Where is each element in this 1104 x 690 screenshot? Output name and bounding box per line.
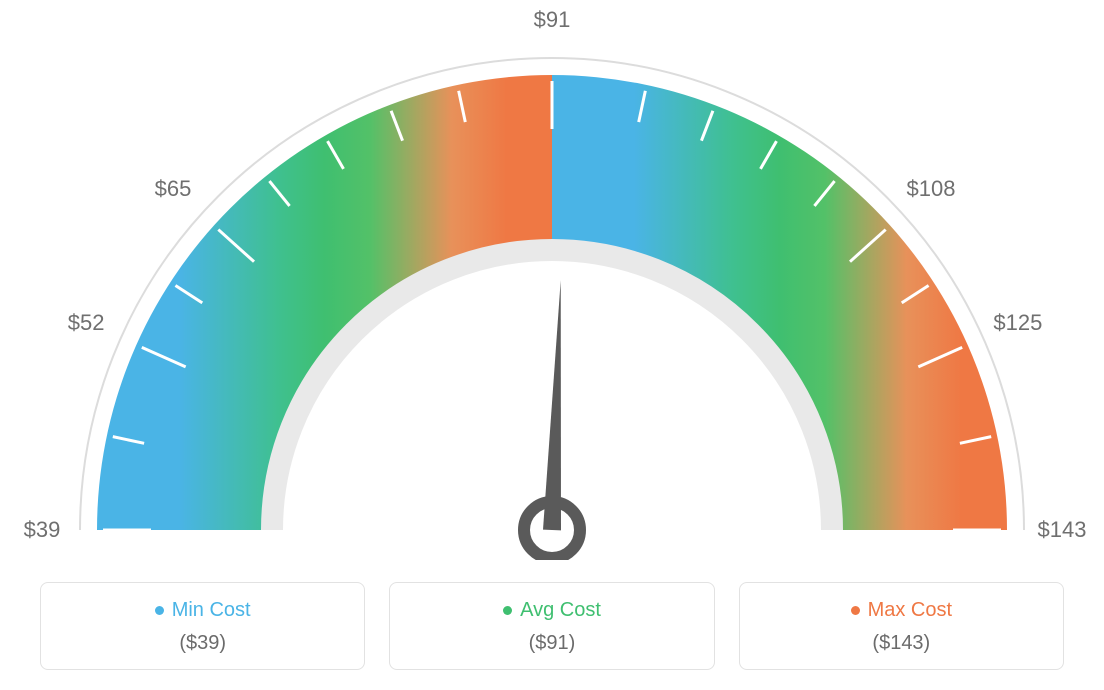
gauge-tick-label: $65 xyxy=(155,176,192,202)
legend-min-label: Min Cost xyxy=(172,599,251,622)
gauge-chart: $39 $52 $65 $91 $108 $125 $143 xyxy=(0,0,1104,560)
gauge-tick-label: $91 xyxy=(534,7,571,33)
gauge-tick-label: $125 xyxy=(993,310,1042,336)
legend-max-value: ($143) xyxy=(740,632,1063,655)
cost-gauge-container: $39 $52 $65 $91 $108 $125 $143 Min Cost ($39) … xyxy=(0,0,1104,690)
legend-card-min: Min Cost ($39) xyxy=(40,582,365,670)
legend-min-value: ($39) xyxy=(41,632,364,655)
dot-icon xyxy=(503,606,512,615)
gauge-svg xyxy=(0,0,1104,560)
legend-avg-label: Avg Cost xyxy=(520,599,601,622)
gauge-tick-label: $39 xyxy=(24,517,61,543)
legend-max-label: Max Cost xyxy=(868,599,952,622)
legend-avg-value: ($91) xyxy=(390,632,713,655)
legend-title-min: Min Cost xyxy=(155,599,251,622)
legend-title-avg: Avg Cost xyxy=(503,599,601,622)
gauge-tick-label: $52 xyxy=(68,310,105,336)
dot-icon xyxy=(155,606,164,615)
gauge-tick-label: $143 xyxy=(1038,517,1087,543)
legend-row: Min Cost ($39) Avg Cost ($91) Max Cost (… xyxy=(40,582,1064,670)
dot-icon xyxy=(851,606,860,615)
gauge-tick-label: $108 xyxy=(907,176,956,202)
legend-card-max: Max Cost ($143) xyxy=(739,582,1064,670)
legend-title-max: Max Cost xyxy=(851,599,952,622)
legend-card-avg: Avg Cost ($91) xyxy=(389,582,714,670)
